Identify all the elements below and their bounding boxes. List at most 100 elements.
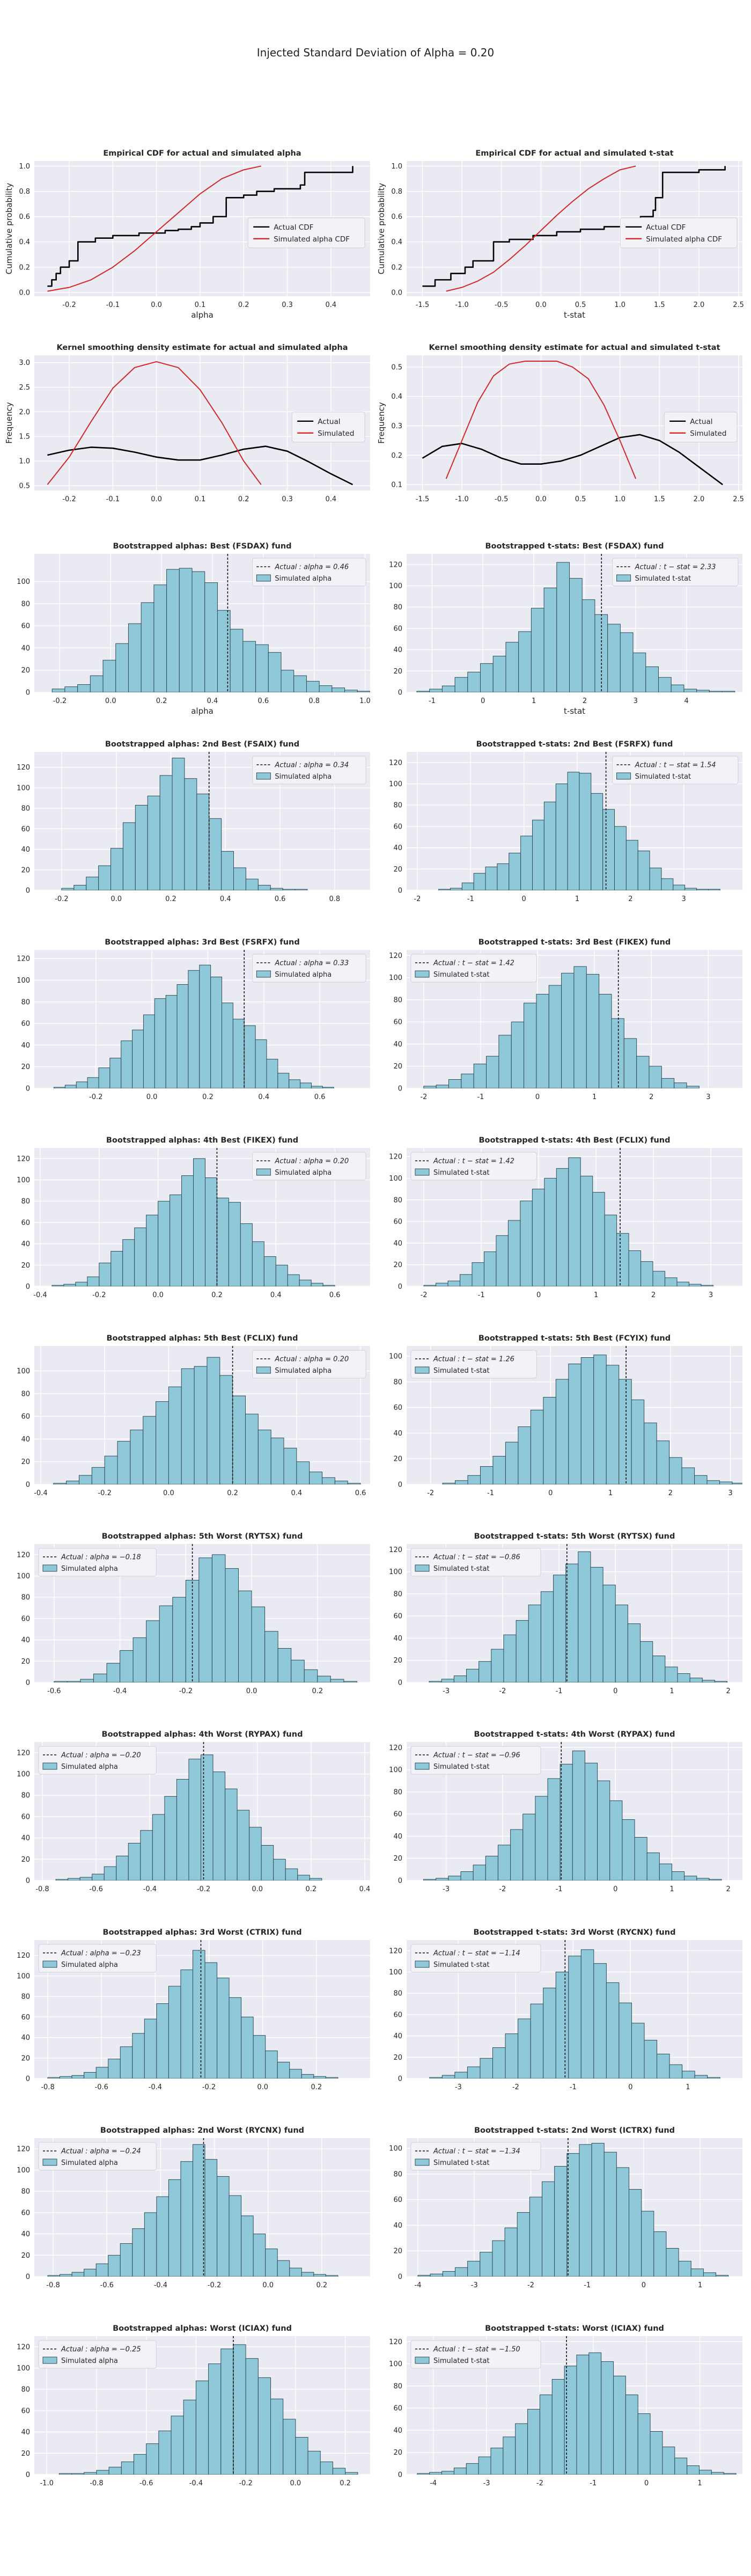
y-tick-label: 100	[17, 2167, 30, 2175]
histogram-bar	[518, 631, 532, 692]
legend-swatch	[256, 574, 271, 582]
y-tick-label: 80	[21, 1198, 30, 1206]
legend-label: Actual : t − stat = −0.86	[433, 1554, 520, 1562]
plot-marks	[417, 2138, 729, 2277]
y-tick-label: 0.4	[391, 238, 402, 246]
x-tick-label: -1.5	[416, 301, 429, 309]
x-tick-label: -1	[570, 2083, 577, 2091]
y-tick-label: 100	[389, 2145, 402, 2153]
legend-label: Simulated alpha CDF	[274, 235, 350, 244]
legend-box	[38, 1944, 157, 1973]
y-tick-label: 120	[389, 952, 402, 960]
histogram-bar	[466, 1668, 480, 1682]
x-tick-label: 0.0	[151, 495, 162, 503]
legend-label: Simulated alpha	[275, 1169, 332, 1177]
histogram-bar	[180, 1969, 193, 2079]
y-tick-label: 40	[21, 2230, 30, 2238]
x-tick-label: 2	[628, 895, 632, 903]
histogram-bar	[532, 819, 544, 890]
x-tick-label: 1	[686, 2083, 690, 2091]
histogram-bar	[244, 1025, 256, 1088]
chart-title: Kernel smoothing density estimate for ac…	[56, 343, 348, 352]
histogram-bar	[370, 691, 383, 692]
histogram-bar	[221, 851, 234, 890]
y-tick-label: 120	[17, 1952, 30, 1960]
chart-title: Bootstrapped alphas: 3rd Worst (CTRIX) f…	[103, 1928, 302, 1937]
histogram-bar	[646, 1852, 660, 1880]
x-tick-label: -0.2	[62, 301, 76, 309]
x-tick-label: 0.2	[238, 495, 249, 503]
histogram-bar	[54, 1681, 68, 1682]
chart-panel-1: -0.2 -0.1 0.0 0.1 0.2 0.3 0.4 0.0 0.2 0.4 0.6 0.8 1.…	[4, 149, 370, 320]
histogram-bar	[699, 2470, 712, 2475]
histogram-bar	[436, 1878, 449, 1880]
histogram-bar	[543, 588, 557, 692]
x-tick-label: 2	[649, 1093, 653, 1101]
plot-marks	[54, 1544, 357, 1682]
histogram-bar	[687, 2465, 700, 2475]
histogram-bar	[253, 2035, 266, 2079]
y-tick-label: 80	[21, 2188, 30, 2196]
histogram-bar	[55, 1879, 69, 1880]
y-tick-label: 60	[21, 1219, 30, 1227]
x-tick-label: 0.4	[220, 895, 231, 903]
x-tick-label: 1	[592, 1093, 597, 1101]
x-tick-label: 0	[644, 2479, 649, 2487]
legend-box	[252, 756, 366, 785]
chart-legend: Actual : t − stat = 1.26 Simulated t-stat	[410, 1350, 537, 1379]
legend-box	[247, 217, 365, 248]
series-line	[422, 166, 726, 287]
figure-suptitle: Injected Standard Deviation of Alpha = 0…	[256, 46, 495, 59]
histogram-bar	[306, 680, 320, 692]
histogram-bar	[665, 1277, 678, 1286]
x-tick-label: 0.8	[308, 697, 320, 705]
histogram-bar	[277, 2061, 290, 2079]
histogram-bar	[165, 995, 178, 1088]
plot-marks	[54, 950, 334, 1088]
histogram-bar	[343, 1681, 357, 1682]
x-tick-label: -0.2	[98, 1489, 111, 1497]
x-tick-label: -1.0	[40, 2479, 53, 2487]
y-tick-label: 60	[393, 625, 402, 633]
chart-title: Empirical CDF for actual and simulated t…	[475, 149, 673, 158]
histogram-bar	[289, 1079, 301, 1088]
histogram-bar	[183, 2399, 196, 2475]
legend-box	[38, 1746, 157, 1775]
histogram-bar	[51, 689, 65, 692]
histogram-bar	[117, 1441, 131, 1484]
legend-swatch	[415, 2158, 430, 2166]
y-tick-label: 40	[393, 2222, 402, 2230]
legend-box	[612, 756, 739, 785]
y-tick-label: 40	[21, 1636, 30, 1644]
y-tick-label: 40	[21, 2428, 30, 2436]
histogram-bar	[255, 644, 269, 692]
x-tick-label: 0	[613, 1687, 617, 1695]
histogram-bar	[132, 2228, 145, 2277]
y-tick-label: 80	[21, 998, 30, 1006]
y-tick-label: 0	[398, 1481, 402, 1489]
histogram-bar	[193, 1158, 205, 1286]
x-tick-label: -0.2	[208, 2281, 221, 2289]
histogram-bar	[543, 1397, 556, 1484]
histogram-bar	[467, 1475, 481, 1484]
x-tick-label: -0.4	[149, 2083, 162, 2091]
histogram-bar	[573, 966, 587, 1088]
histogram-bar	[168, 1386, 182, 1484]
histogram-bar	[277, 1073, 290, 1088]
histogram-bar	[204, 1962, 218, 2079]
x-tick-label: 1	[594, 1291, 598, 1299]
histogram-bar	[467, 2066, 481, 2079]
histogram-bar	[53, 1483, 67, 1484]
histogram-bar	[579, 773, 592, 890]
histogram-bar	[556, 1168, 569, 1286]
histogram-bar	[616, 2167, 630, 2277]
histogram-bar	[602, 809, 615, 890]
histogram-bar	[505, 642, 519, 692]
x-tick-label: -2	[499, 1687, 506, 1695]
x-tick-label: -0.4	[154, 2281, 167, 2289]
chart-panel-2: -1.5 -1.0 -0.5 0.0 0.5 1.0 1.5 2.0 2.5 0.0 0.2 0.4 0…	[377, 149, 744, 320]
histogram-bar	[441, 2471, 454, 2475]
